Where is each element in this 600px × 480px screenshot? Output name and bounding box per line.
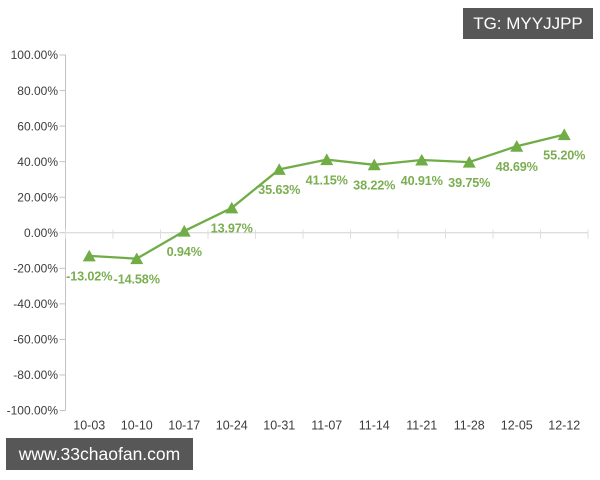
svg-text:40.91%: 40.91% bbox=[401, 174, 443, 188]
svg-text:40.00%: 40.00% bbox=[17, 155, 58, 169]
svg-text:20.00%: 20.00% bbox=[17, 190, 58, 204]
svg-text:60.00%: 60.00% bbox=[17, 119, 58, 133]
svg-text:48.69%: 48.69% bbox=[496, 160, 538, 174]
svg-text:39.75%: 39.75% bbox=[448, 176, 490, 190]
svg-text:35.63%: 35.63% bbox=[258, 183, 300, 197]
svg-text:11-28: 11-28 bbox=[454, 419, 485, 433]
svg-text:10-03: 10-03 bbox=[73, 419, 105, 433]
svg-text:-40.00%: -40.00% bbox=[13, 297, 58, 311]
svg-text:0.94%: 0.94% bbox=[167, 245, 202, 259]
svg-text:11-21: 11-21 bbox=[406, 419, 437, 433]
svg-text:-20.00%: -20.00% bbox=[13, 262, 58, 276]
svg-text:-60.00%: -60.00% bbox=[13, 333, 58, 347]
svg-text:100.00%: 100.00% bbox=[11, 48, 59, 62]
svg-text:12-05: 12-05 bbox=[501, 419, 533, 433]
svg-text:10-10: 10-10 bbox=[121, 419, 153, 433]
svg-text:-14.58%: -14.58% bbox=[114, 272, 160, 286]
svg-text:-100.00%: -100.00% bbox=[7, 404, 59, 418]
svg-text:10-24: 10-24 bbox=[216, 419, 248, 433]
svg-text:11-14: 11-14 bbox=[359, 419, 390, 433]
svg-text:10-17: 10-17 bbox=[168, 419, 200, 433]
svg-text:11-07: 11-07 bbox=[311, 419, 342, 433]
svg-text:-13.02%: -13.02% bbox=[66, 270, 112, 284]
svg-text:0.00%: 0.00% bbox=[24, 226, 58, 240]
svg-text:41.15%: 41.15% bbox=[306, 173, 348, 187]
svg-text:10-31: 10-31 bbox=[263, 419, 295, 433]
svg-text:-80.00%: -80.00% bbox=[13, 368, 58, 382]
svg-text:55.20%: 55.20% bbox=[543, 148, 585, 162]
svg-text:12-12: 12-12 bbox=[548, 419, 580, 433]
svg-text:38.22%: 38.22% bbox=[353, 179, 395, 193]
svg-text:80.00%: 80.00% bbox=[17, 84, 58, 98]
svg-text:13.97%: 13.97% bbox=[211, 222, 253, 236]
